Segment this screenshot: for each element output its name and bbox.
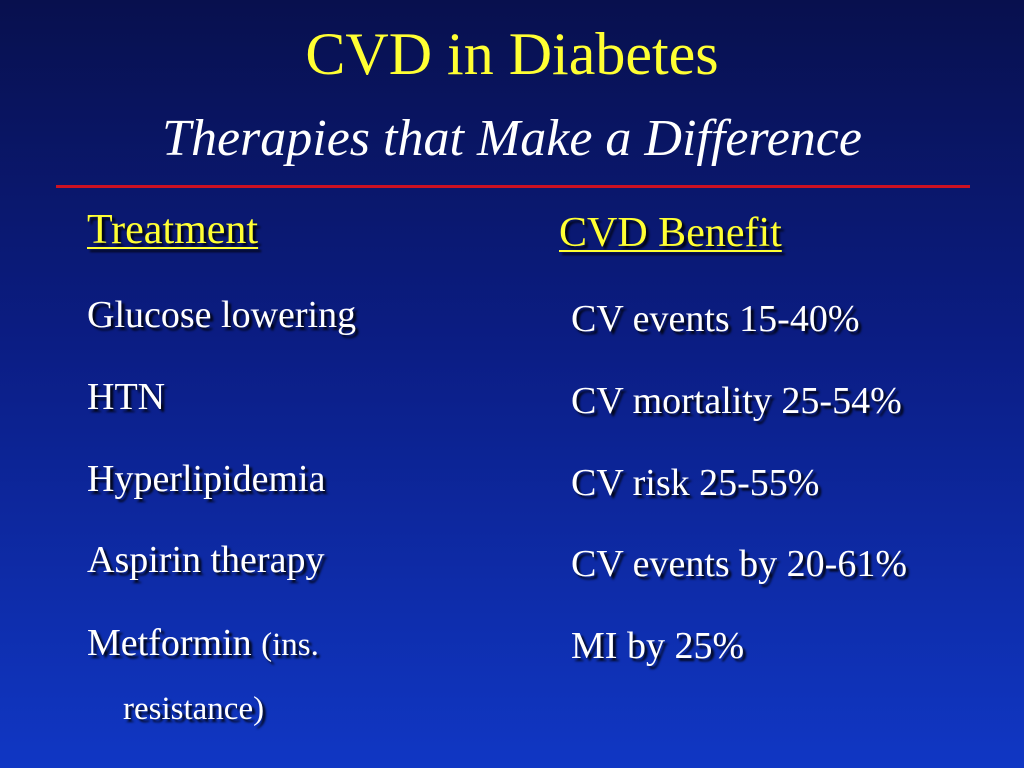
treatment-name: Metformin bbox=[87, 622, 252, 664]
benefit-cell: CV events 15-40% bbox=[571, 298, 860, 340]
benefit-cell: CV mortality 25-54% bbox=[571, 380, 902, 422]
benefit-cell: MI by 25% bbox=[571, 625, 745, 667]
treatment-cell-metformin: Metformin (ins. bbox=[87, 620, 319, 668]
treatment-note: (ins. bbox=[261, 627, 319, 663]
slide-title: CVD in Diabetes bbox=[305, 21, 719, 87]
benefit-cell: CV risk 25-55% bbox=[571, 462, 820, 504]
treatment-note-continuation: resistance) bbox=[123, 691, 265, 727]
benefit-cell: CV events by 20-61% bbox=[571, 543, 907, 585]
treatment-cell: Glucose lowering bbox=[87, 294, 357, 336]
treatment-column-header: Treatment bbox=[87, 207, 259, 253]
treatment-cell: HTN bbox=[87, 376, 166, 418]
slide-subtitle: Therapies that Make a Difference bbox=[162, 110, 862, 167]
title-divider bbox=[56, 185, 970, 188]
treatment-cell: Hyperlipidemia bbox=[87, 458, 326, 500]
treatment-cell: Aspirin therapy bbox=[87, 539, 325, 581]
benefit-column-header: CVD Benefit bbox=[559, 210, 782, 256]
